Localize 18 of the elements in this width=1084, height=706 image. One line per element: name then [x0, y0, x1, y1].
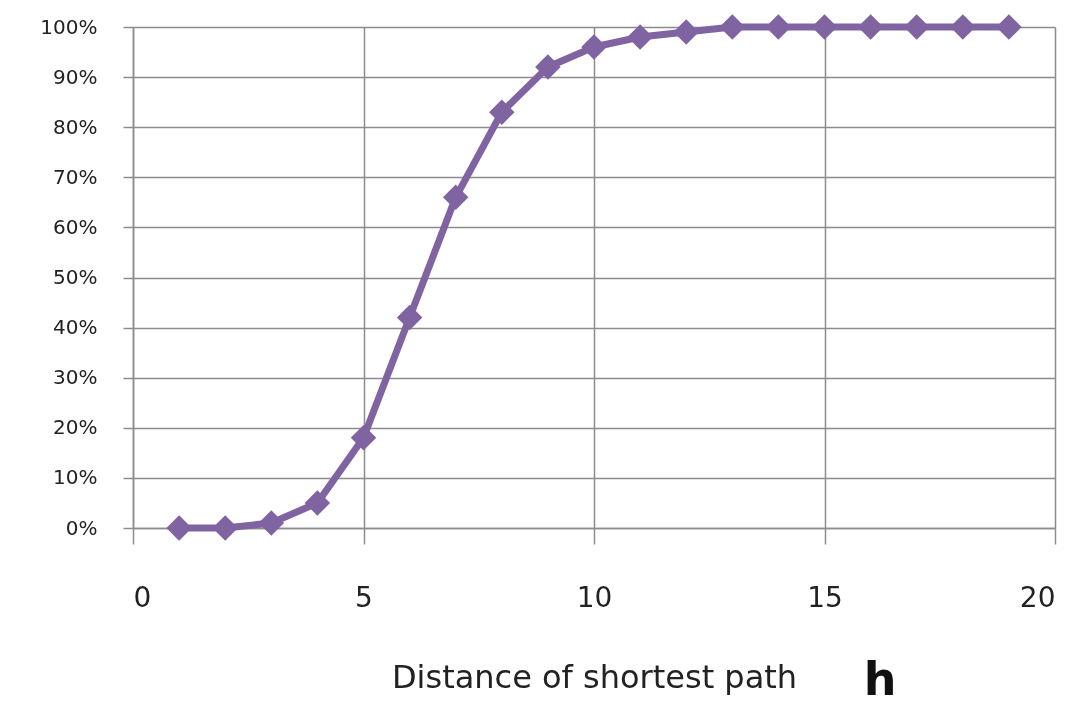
- y-tick-label: 30%: [53, 365, 98, 390]
- text: h: [863, 652, 897, 706]
- y-tick-label: 50%: [53, 265, 98, 289]
- y-tick-label: 20%: [53, 415, 98, 440]
- x-axis-title: Distance of shortest path: [391, 657, 798, 696]
- x-tick-label: 15: [807, 580, 843, 614]
- x-tick-label: 0: [133, 580, 152, 614]
- y-tick-label: 10%: [53, 465, 98, 490]
- x-tick-label: 5: [355, 580, 373, 614]
- y-tick-label: 60%: [53, 214, 98, 239]
- y-tick-label: 70%: [53, 164, 98, 189]
- x-tick-label: 20: [1019, 580, 1056, 614]
- y-tick-label: 40%: [53, 315, 98, 340]
- y-tick-label: 0%: [65, 515, 98, 540]
- y-tick-label: 100%: [40, 14, 98, 39]
- y-tick-label: 90%: [53, 64, 98, 89]
- x-tick-label: 10: [576, 580, 613, 614]
- y-tick-label: 80%: [53, 114, 98, 139]
